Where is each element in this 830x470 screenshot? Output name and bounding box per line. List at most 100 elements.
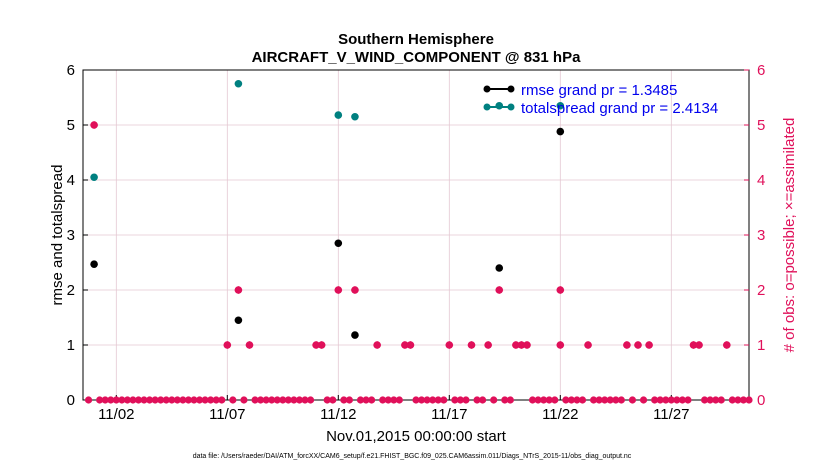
y-tick-label-left: 5: [67, 117, 75, 134]
obs-zero-marker: [168, 396, 176, 404]
rmse-point: [334, 239, 343, 248]
obs-zero-marker: [479, 396, 487, 404]
obs-assimilated-marker: [223, 341, 232, 349]
obs-zero-marker: [706, 396, 714, 404]
obs-zero-marker: [662, 396, 670, 404]
obs-zero-marker: [323, 396, 331, 404]
chart-subtitle: AIRCRAFT_V_WIND_COMPONENT @ 831 hPa: [252, 49, 582, 66]
obs-zero-marker: [717, 396, 725, 404]
legend-totalspread-label: totalspread grand pr = 2.4134: [521, 100, 718, 117]
obs-assimilated-marker: [645, 341, 654, 349]
y-tick-label-left: 4: [67, 172, 75, 189]
obs-zero-marker: [284, 396, 292, 404]
obs-zero-marker: [673, 396, 681, 404]
obs-assimilated-marker: [695, 341, 704, 349]
obs-zero-marker: [257, 396, 265, 404]
totalspread-point: [90, 173, 98, 182]
obs-zero-marker: [268, 396, 276, 404]
obs-zero-marker: [545, 396, 553, 404]
obs-assimilated-marker: [495, 286, 504, 294]
obs-zero-marker: [578, 396, 587, 404]
obs-zero-marker: [134, 396, 143, 404]
obs-assimilated-marker: [689, 341, 698, 349]
obs-zero-marker: [628, 396, 637, 404]
obs-zero-marker: [262, 396, 270, 404]
obs-assimilated-marker: [90, 121, 99, 129]
obs-zero-marker: [195, 396, 204, 404]
obs-zero-marker: [451, 396, 459, 404]
y-tick-label-left: 0: [67, 392, 75, 409]
ticks-layer: 0 0 1 1 2 2 3 3 4 4 5 5 6 6 11/02 11/07 11/12 11/17 11/22 1…: [67, 62, 766, 423]
obs-zero-marker: [118, 396, 126, 404]
rmse-point: [351, 331, 359, 339]
obs-assimilated-marker: [622, 341, 631, 349]
legend-rmse-label: rmse grand pr = 1.3485: [521, 82, 677, 99]
obs-assimilated-marker: [350, 286, 359, 294]
obs-zero-marker: [667, 396, 675, 404]
obs-assimilated-marker: [634, 341, 642, 349]
y-tick-label-left: 1: [67, 337, 75, 354]
obs-zero-marker: [606, 396, 614, 404]
obs-assimilated-marker: [406, 341, 415, 349]
obs-assimilated-marker: [484, 341, 493, 349]
obs-zero-marker: [123, 396, 131, 404]
x-tick-label: 11/07: [209, 406, 245, 423]
y-tick-label-right: 5: [757, 117, 765, 134]
obs-zero-marker: [562, 396, 570, 404]
obs-zero-marker: [151, 396, 159, 404]
obs-zero-marker: [501, 396, 509, 404]
obs-zero-marker: [306, 396, 315, 404]
obs-zero-marker: [701, 396, 709, 404]
obs-zero-marker: [590, 396, 598, 404]
obs-zero-marker: [395, 396, 403, 404]
obs-zero-marker: [462, 396, 470, 404]
obs-zero-marker: [678, 396, 687, 404]
obs-zero-marker: [184, 396, 193, 404]
y-axis-label-right: # of obs: o=possible; ×=assimilated: [781, 118, 798, 353]
obs-assimilated-marker: [722, 341, 731, 349]
obs-assimilated-marker: [400, 341, 409, 349]
obs-zero-marker: [656, 396, 664, 404]
obs-zero-marker: [273, 396, 281, 404]
obs-assimilated-marker: [317, 341, 326, 349]
legend-rmse-marker-1: [483, 85, 491, 93]
obs-zero-marker: [506, 396, 514, 404]
obs-zero-marker: [368, 396, 376, 404]
obs-zero-marker: [384, 396, 392, 404]
obs-zero-marker: [440, 396, 448, 404]
obs-assimilated-marker: [445, 341, 454, 349]
legend-totalspread-marker-1: [483, 103, 491, 111]
x-axis-label: Nov.01,2015 00:00:00 start: [326, 428, 507, 445]
obs-zero-marker: [429, 396, 437, 404]
obs-zero-marker: [601, 396, 609, 404]
obs-zero-marker: [190, 396, 198, 404]
chart-title: Southern Hemisphere: [338, 31, 494, 48]
obs-zero-marker: [295, 396, 304, 404]
obs-zero-marker: [290, 396, 298, 404]
obs-zero-marker: [567, 396, 576, 404]
y-tick-label-left: 2: [67, 282, 75, 299]
totalspread-point: [234, 79, 243, 88]
footnote: data file: /Users/raeder/DAI/ATM_forcXX/…: [193, 453, 632, 460]
rmse-point: [234, 316, 243, 325]
obs-zero-marker: [417, 396, 426, 404]
obs-zero-marker: [390, 396, 398, 404]
legend-totalspread-marker-2: [507, 103, 515, 111]
marks-layer: [84, 79, 753, 404]
obs-zero-marker: [639, 396, 648, 404]
obs-zero-marker: [362, 396, 370, 404]
totalspread-point: [351, 112, 359, 121]
y-tick-label-right: 0: [757, 392, 765, 409]
obs-zero-marker: [490, 396, 498, 404]
obs-assimilated-marker: [373, 341, 382, 349]
obs-zero-marker: [340, 396, 348, 404]
legend: rmse grand pr = 1.3485 totalspread grand…: [483, 82, 718, 117]
rmse-point: [495, 264, 504, 272]
obs-zero-marker: [434, 396, 442, 404]
obs-zero-marker: [595, 396, 603, 404]
obs-zero-marker: [528, 396, 537, 404]
obs-zero-marker: [540, 396, 548, 404]
x-tick-label: 11/02: [98, 406, 134, 423]
